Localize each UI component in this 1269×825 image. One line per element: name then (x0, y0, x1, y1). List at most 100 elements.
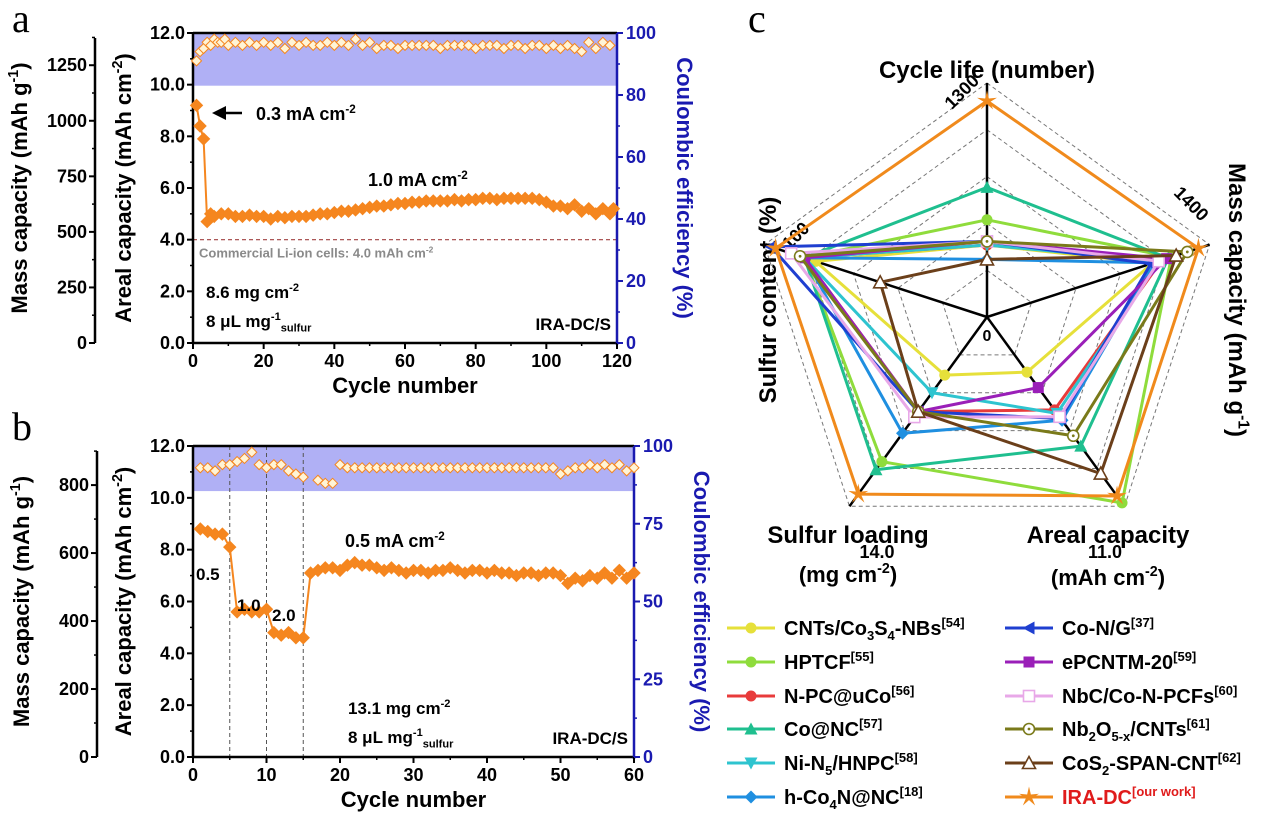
radar-point (1168, 247, 1185, 262)
y-axis-title-mass: Mass capacity (mAh g-1) (8, 476, 34, 727)
mass-tick-label: 0 (77, 333, 87, 353)
radar-axis-title-mass-capacity: Mass capacity (mAh g-1) (1223, 163, 1252, 437)
legend-label: Ni-N5/HNPC[58] (784, 750, 918, 778)
radar-point (980, 180, 994, 193)
mass-tick-label: 0 (79, 747, 89, 767)
radar-grid-ring (897, 222, 1077, 394)
radar-point-dot (798, 254, 802, 258)
legend-item: CNTs/Co3S4-NBs[54] (727, 615, 965, 643)
mass-tick-label: 500 (57, 222, 87, 242)
x-tick-label: 0 (188, 765, 198, 785)
areal-capacity-point (612, 563, 627, 578)
radar-point (1092, 465, 1109, 480)
legend-label: Co@NC[57] (784, 716, 882, 741)
x-tick-label: 60 (395, 351, 415, 371)
y-tick-label: 2.0 (160, 281, 185, 301)
x-axis-title: Cycle number (341, 787, 487, 812)
legend-swatch-marker (744, 722, 758, 735)
legend-label: N-PC@uCo[56] (784, 683, 914, 708)
sample-label: IRA-DC/S (535, 315, 611, 334)
x-tick-label: 80 (466, 351, 486, 371)
legend: CNTs/Co3S4-NBs[54] HPTCF[55] N-PC@uCo[56] C… (727, 615, 1241, 812)
radar-point (1021, 366, 1033, 378)
radar-point (925, 387, 939, 400)
legend-swatch-marker (1021, 754, 1037, 770)
y-tick-label: 4.0 (160, 230, 185, 250)
ce-tick-label: 50 (643, 592, 663, 612)
mass-tick-label: 750 (57, 166, 87, 186)
mass-tick-label: 200 (59, 679, 89, 699)
radar-point (1107, 485, 1128, 505)
legend-item: Ni-N5/HNPC[58] (727, 750, 918, 778)
radar-point-dot (985, 240, 989, 243)
radar-point (869, 463, 883, 476)
radar-point (765, 237, 786, 257)
areal-capacity-point (567, 198, 582, 212)
mass-tick-label: 1000 (47, 111, 87, 131)
radar-point (910, 403, 927, 418)
ce-point (297, 471, 309, 483)
ce-tick-label: 100 (626, 23, 656, 43)
y-tick-label: 12.0 (150, 23, 185, 43)
radar-grid-ring (808, 129, 1166, 469)
radar-point (1074, 439, 1088, 452)
legend-swatch-marker (1022, 689, 1036, 703)
reference-line-label: Commercial Li-ion cells: 4.0 mAh cm-2 (199, 244, 434, 260)
radar-grid-ring (763, 82, 1211, 507)
annotation-rate-0-3: 0.3 mA cm-2 (256, 103, 356, 124)
mass-tick-label: 800 (59, 475, 89, 495)
legend-label: IRA-DC[our work] (1062, 784, 1196, 809)
legend-item: IRA-DC[our work] (1005, 784, 1196, 809)
ce-point (590, 42, 602, 55)
ce-tick-label: 25 (643, 669, 663, 689)
radar-point (896, 426, 910, 440)
legend-swatch-marker (1022, 621, 1035, 635)
radar-series (872, 247, 1185, 480)
areal-capacity-point (259, 602, 274, 616)
x-tick-label: 0 (188, 351, 198, 371)
areal-capacity-point (196, 132, 211, 146)
y-tick-label: 10.0 (150, 488, 185, 508)
areal-capacity-point (553, 568, 568, 583)
legend-swatch-marker (1019, 786, 1039, 806)
legend-label: CNTs/Co3S4-NBs[54] (784, 615, 965, 643)
areal-capacity-point (606, 201, 621, 216)
radar-point (848, 483, 869, 503)
annotation-electrolyte: 8 μL mg-1sulfur (206, 311, 312, 334)
y-tick-label: 10.0 (150, 75, 185, 95)
areal-capacity-point (223, 540, 237, 554)
radar-point (876, 456, 888, 468)
radar-series-line (798, 239, 1189, 438)
ce-point (363, 36, 376, 49)
legend-label: h-Co4N@NC[18] (784, 784, 923, 812)
x-tick-label: 30 (403, 765, 423, 785)
radar-axis-title-areal-capacity: Areal capacity (1027, 522, 1190, 549)
radar-axis-title-sulfur-content: Sulfur content (%) (755, 197, 782, 404)
radar-axis-title-sulfur-loading-unit: (mg cm-2) (799, 561, 897, 587)
panel-label: a (12, 0, 30, 41)
ce-point (575, 45, 588, 58)
legend-item: N-PC@uCo[56] (727, 683, 914, 708)
radar-axis-max-label: 1400 (1170, 183, 1212, 225)
legend-swatch-marker (1023, 656, 1035, 668)
radar-series-line (803, 256, 1156, 435)
ce-point (326, 477, 339, 490)
radar-point (1188, 237, 1209, 257)
ce-tick-label: 80 (626, 85, 646, 105)
legend-swatch-marker-dot (1027, 727, 1031, 731)
x-tick-label: 40 (324, 351, 344, 371)
x-tick-label: 50 (550, 765, 570, 785)
ce-tick-label: 40 (626, 209, 646, 229)
y-tick-label: 0.0 (160, 333, 185, 353)
mass-tick-label: 1250 (47, 55, 87, 75)
annotation-rate-1-0: 1.0 mA cm-2 (368, 169, 468, 190)
areal-capacity-point (215, 527, 230, 541)
legend-item: HPTCF[55] (727, 649, 874, 674)
annotation-rate-2-0: 2.0 (272, 606, 296, 625)
x-tick-label: 20 (254, 351, 274, 371)
legend-swatch-marker (744, 757, 758, 770)
radar-point-dot (1185, 250, 1189, 254)
ce-tick-label: 60 (626, 147, 646, 167)
mass-tick-label: 600 (59, 543, 89, 563)
